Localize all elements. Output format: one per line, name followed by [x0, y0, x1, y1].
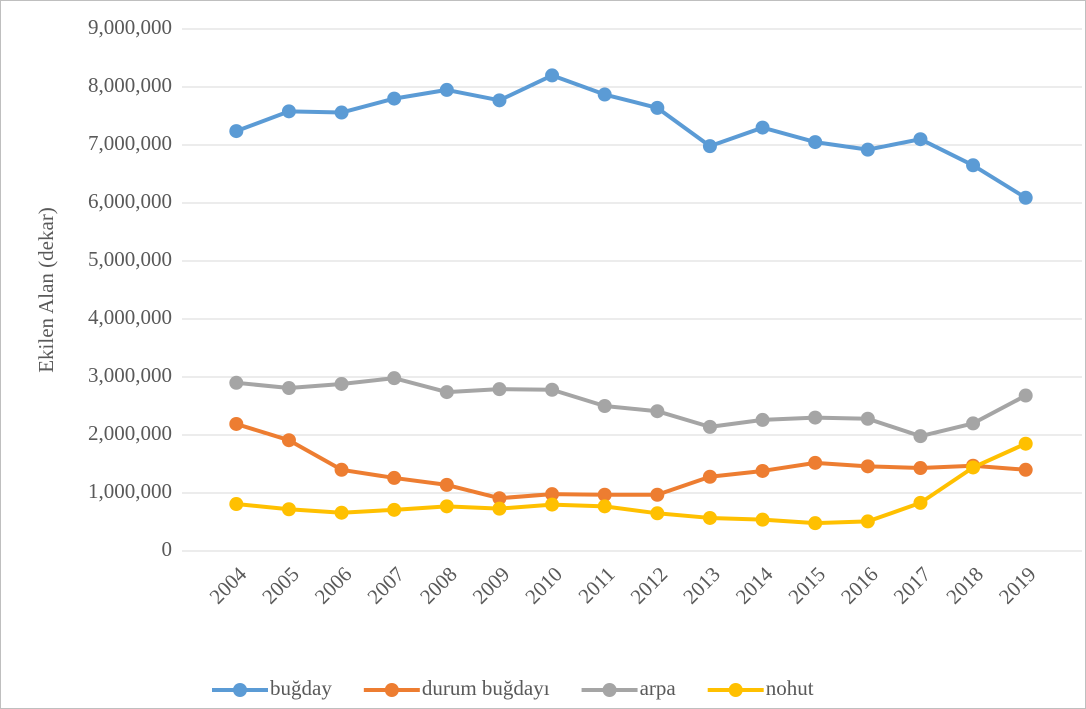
data-point [439, 82, 454, 97]
data-point [860, 459, 875, 474]
data-point [808, 516, 823, 531]
series-line [236, 441, 1027, 526]
data-point [492, 491, 507, 506]
data-point [492, 93, 507, 108]
data-point [439, 477, 454, 492]
y-tick-label: 5,000,000 [88, 247, 172, 271]
series-line [236, 376, 1027, 439]
data-point [545, 68, 560, 83]
legend-label: arpa [640, 676, 677, 700]
data-point [281, 104, 296, 119]
data-point [966, 460, 981, 475]
y-tick-label: 3,000,000 [88, 363, 172, 387]
data-point [334, 105, 349, 120]
data-point [1018, 388, 1033, 403]
data-point [860, 142, 875, 157]
legend-marker [384, 683, 399, 697]
data-point [860, 514, 875, 529]
y-tick-label: 6,000,000 [88, 189, 172, 213]
data-point [281, 381, 296, 396]
data-point [755, 463, 770, 478]
data-point [387, 91, 402, 106]
data-point [387, 502, 402, 517]
data-point [229, 497, 244, 512]
data-point [755, 412, 770, 427]
data-point [808, 410, 823, 425]
data-point [702, 469, 717, 484]
data-point [229, 375, 244, 390]
data-point [860, 411, 875, 426]
data-point [966, 416, 981, 431]
y-tick-label: 4,000,000 [88, 305, 172, 329]
y-axis-label: Ekilen Alan (dekar) [34, 207, 58, 373]
data-point [650, 506, 665, 521]
y-tick-label: 9,000,000 [88, 15, 172, 39]
y-tick-label: 0 [162, 537, 173, 561]
legend-marker [602, 683, 617, 697]
data-point [913, 461, 928, 476]
data-point [755, 120, 770, 135]
data-point [229, 124, 244, 139]
data-point [545, 487, 560, 502]
data-point [492, 501, 507, 516]
y-tick-label: 8,000,000 [88, 73, 172, 97]
data-point [702, 419, 717, 434]
data-point [913, 132, 928, 147]
legend-marker [233, 683, 247, 697]
data-point [334, 462, 349, 477]
series-line [235, 73, 1027, 200]
data-point [229, 416, 244, 431]
data-point [702, 510, 717, 525]
data-point [702, 139, 717, 154]
data-point [439, 385, 454, 400]
data-point [755, 512, 770, 527]
data-point [597, 87, 612, 102]
data-point [1018, 462, 1033, 477]
legend-label: durum buğdayı [422, 676, 550, 700]
data-point [650, 487, 665, 502]
data-point [808, 135, 823, 150]
data-point [597, 399, 612, 413]
data-point [334, 505, 349, 520]
data-point [439, 499, 454, 514]
legend-label: buğday [270, 676, 332, 700]
data-point [387, 371, 402, 386]
data-point [597, 499, 612, 514]
data-point [913, 429, 928, 444]
data-point [808, 455, 823, 470]
data-point [650, 404, 665, 419]
data-point [492, 382, 507, 397]
y-tick-label: 1,000,000 [88, 479, 172, 503]
y-tick-label: 2,000,000 [88, 421, 172, 445]
legend-marker [728, 683, 743, 697]
data-point [1018, 190, 1033, 205]
y-tick-label: 7,000,000 [88, 131, 172, 155]
data-point [281, 433, 296, 448]
data-point [650, 100, 665, 115]
data-point [913, 495, 928, 510]
data-point [545, 497, 560, 512]
data-point [1018, 436, 1033, 451]
data-point [597, 487, 612, 502]
legend-label: nohut [766, 676, 814, 700]
data-point [966, 158, 981, 173]
data-point [545, 382, 560, 397]
data-point [281, 502, 296, 517]
data-point [387, 470, 402, 485]
series-line [235, 422, 1026, 501]
data-point [334, 376, 349, 391]
